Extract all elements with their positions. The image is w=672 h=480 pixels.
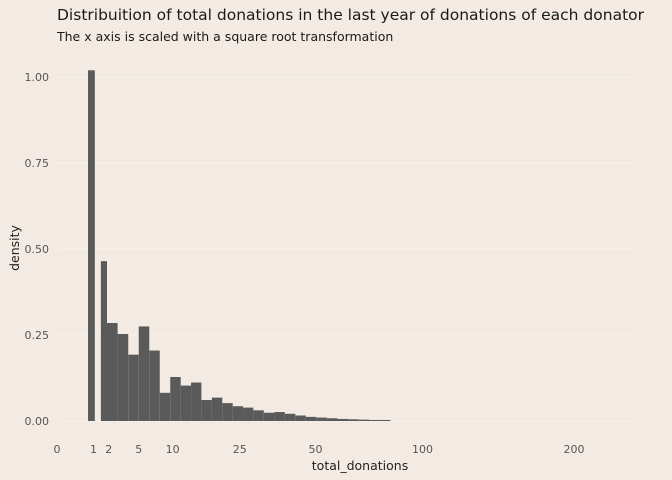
histogram-bar: [369, 419, 380, 421]
histogram-bar: [274, 412, 285, 421]
y-axis-title: density: [7, 224, 22, 270]
y-tick-label: 0.25: [25, 329, 50, 342]
x-tick-label: 100: [412, 443, 433, 456]
histogram-bar: [326, 418, 338, 421]
histogram-bar: [211, 397, 223, 421]
histogram-bar: [253, 410, 264, 421]
histogram-bar: [295, 415, 306, 421]
histogram-bar: [201, 400, 212, 421]
histogram-bar: [138, 326, 150, 421]
histogram-bar: [106, 323, 118, 421]
y-tick-label: 0.75: [25, 157, 50, 170]
histogram-bar: [191, 382, 202, 421]
histogram-bar: [284, 413, 296, 421]
x-tick-label: 2: [105, 443, 112, 456]
y-tick-label: 0.50: [25, 243, 50, 256]
chart-subtitle: The x axis is scaled with a square root …: [56, 29, 393, 44]
histogram-bar: [159, 392, 171, 421]
histogram-bar: [337, 418, 349, 421]
histogram-bar: [100, 261, 107, 421]
y-axis-ticks: 0.00 0.25 0.50 0.75 1.00: [25, 71, 50, 428]
histogram-bar: [222, 403, 233, 421]
histogram-bar: [263, 412, 275, 421]
x-tick-label: 50: [308, 443, 322, 456]
histogram-bar: [88, 70, 95, 422]
x-tick-label: 1: [90, 443, 97, 456]
histogram-bar: [128, 354, 139, 421]
x-axis-title: total_donations: [312, 458, 408, 473]
histogram-bar: [379, 419, 391, 421]
histogram-bar: [170, 376, 181, 421]
histogram-bar: [243, 407, 254, 421]
x-tick-label: 5: [135, 443, 142, 456]
histogram-bar: [358, 419, 370, 421]
x-tick-label: 10: [166, 443, 180, 456]
x-tick-label: 200: [563, 443, 584, 456]
histogram-bar: [316, 417, 327, 421]
histogram-bar: [180, 385, 192, 421]
gridlines: [57, 76, 635, 422]
y-tick-label: 0.00: [25, 415, 50, 428]
histogram-bar: [149, 350, 160, 421]
chart-title: Distribuition of total donations in the …: [57, 6, 645, 24]
x-tick-label: 25: [233, 443, 247, 456]
histogram-bar: [117, 334, 129, 421]
histogram-bars: [88, 70, 391, 422]
histogram-bar: [232, 406, 244, 421]
x-tick-label: 0: [54, 443, 61, 456]
histogram-bar: [305, 416, 317, 421]
y-tick-label: 1.00: [25, 71, 50, 84]
histogram-bar: [348, 419, 359, 421]
x-axis-ticks: 0 1 2 5 10 25 50 100 200: [54, 443, 585, 456]
